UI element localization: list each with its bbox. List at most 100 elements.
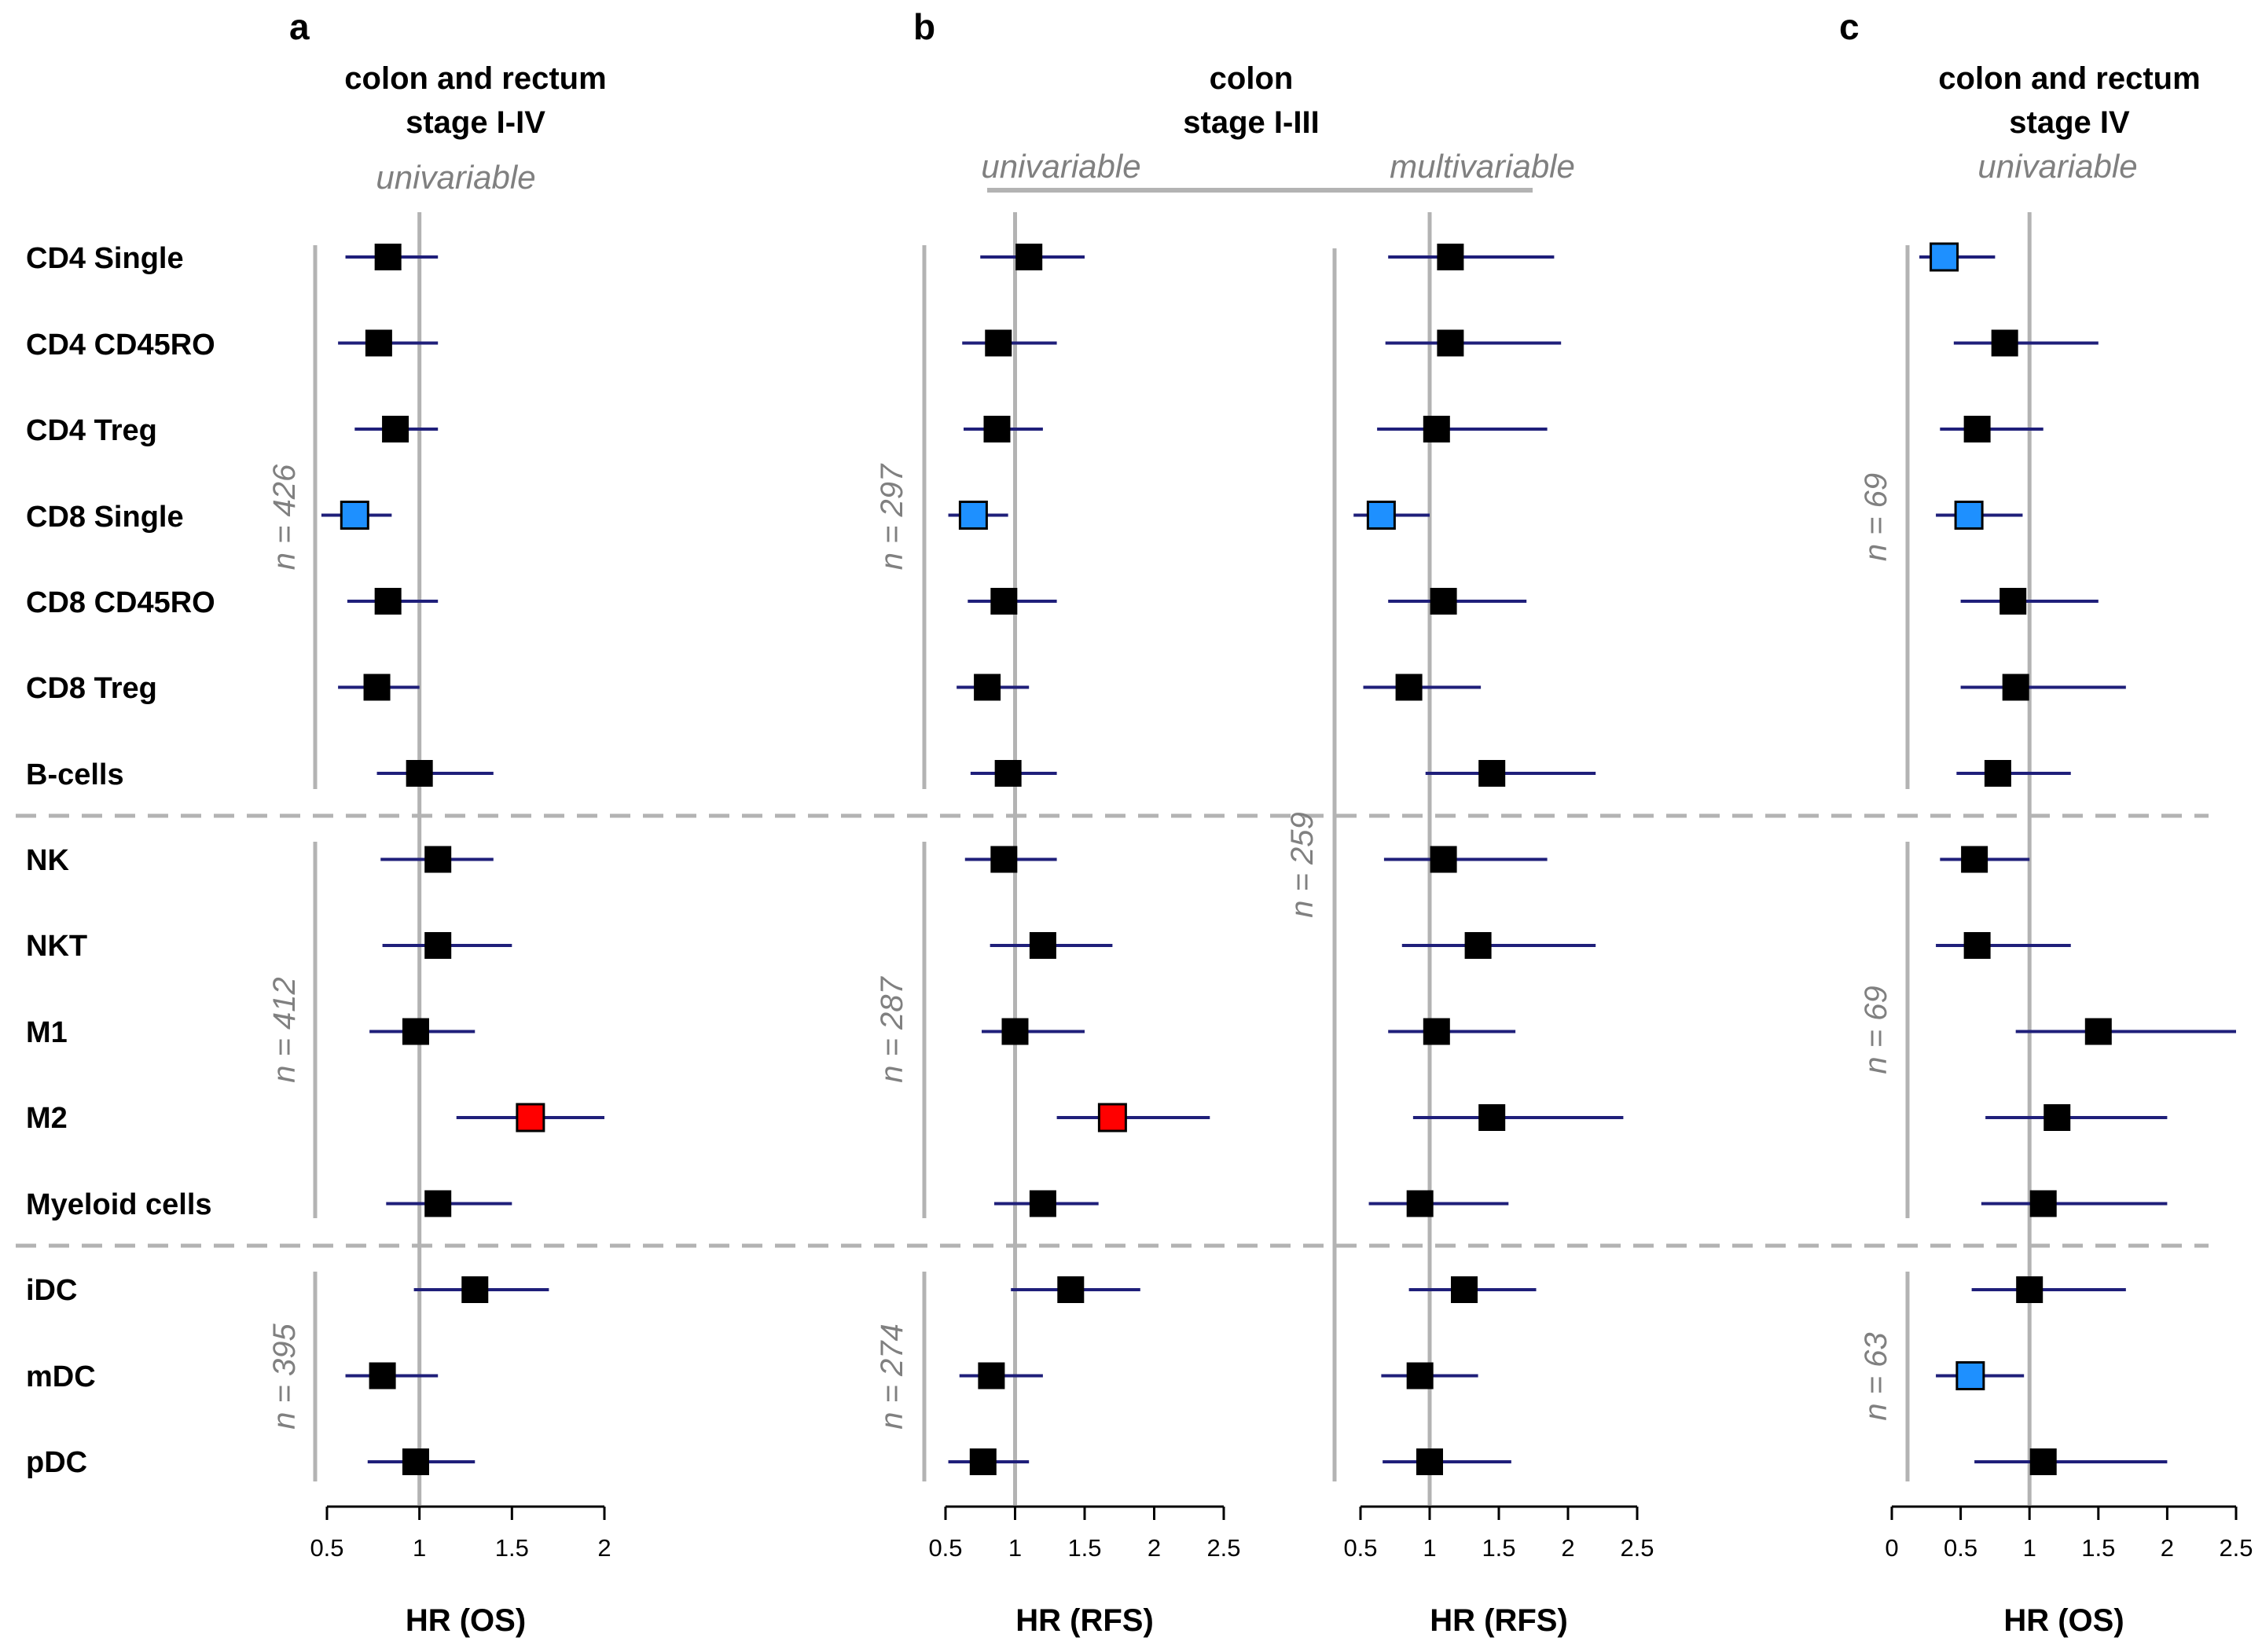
x-axis-label-b_uni: HR (RFS) xyxy=(1015,1603,1154,1638)
row-label-pdc: pDC xyxy=(26,1446,87,1479)
point-b_uni-cd4-single xyxy=(1015,244,1043,270)
point-a_uni-pdc xyxy=(402,1448,429,1475)
point-c_uni-cd4-single xyxy=(1930,242,1959,272)
panel-b-title-line1: colon xyxy=(1210,61,1294,96)
point-a_uni-nkt xyxy=(424,932,452,959)
n-label-a_uni-0: n = 426 xyxy=(267,464,302,570)
point-b_uni-mdc xyxy=(978,1362,1005,1390)
row-labels: CD4 Single CD4 CD45RO CD4 Treg CD8 Singl… xyxy=(26,242,215,1479)
subtitle-a-univariable: univariable xyxy=(376,159,535,196)
point-c_uni-myeloid-cells xyxy=(2029,1190,2057,1217)
row-label-cd4-single: CD4 Single xyxy=(26,242,184,275)
x-axis-label-b_multi: HR (RFS) xyxy=(1430,1603,1568,1638)
chart-c_uni: n = 69 n = 69 n = 63 0 0.5 1 1.5 2 2.5 HR (OS) xyxy=(1859,212,2253,1638)
subtitle-b-univariable: univariable xyxy=(981,148,1140,185)
panel-a-title-line2: stage I-IV xyxy=(406,105,545,140)
chart-a_uni: n = 426 n = 412 n = 395 0.5 1 1.5 2 HR (OS) xyxy=(267,212,611,1638)
point-b_uni-cd8-treg xyxy=(974,674,1001,701)
n-label-b_uni-2: n = 274 xyxy=(875,1323,909,1430)
point-a_uni-b-cells xyxy=(406,760,433,787)
point-b_uni-pdc xyxy=(969,1448,997,1475)
x-tick-label-c_uni-4: 2 xyxy=(2161,1534,2174,1562)
panel-a-letter: a xyxy=(289,6,310,47)
x-tick-label-b_multi-3: 2 xyxy=(1561,1534,1574,1562)
row-label-idc: iDC xyxy=(26,1274,77,1307)
x-tick-label-a_uni-2: 1.5 xyxy=(495,1534,529,1562)
point-b_multi-b-cells xyxy=(1478,760,1506,787)
point-b_uni-b-cells xyxy=(994,760,1022,787)
n-label-b_uni-0: n = 297 xyxy=(875,463,909,570)
point-a_uni-m1 xyxy=(402,1018,429,1045)
point-b_uni-cd4-treg xyxy=(983,416,1011,442)
subtitle-c-univariable: univariable xyxy=(1977,148,2137,185)
point-b_uni-cd4-cd45ro xyxy=(985,329,1012,357)
n-label-c_uni-2: n = 63 xyxy=(1859,1332,1893,1420)
point-c_uni-b-cells xyxy=(1984,760,2011,787)
point-c_uni-m2 xyxy=(2044,1104,2071,1131)
point-a_uni-idc xyxy=(461,1276,489,1303)
point-b_uni-myeloid-cells xyxy=(1029,1190,1056,1217)
panel-c-title-line2: stage IV xyxy=(2009,105,2130,140)
x-tick-label-b_multi-4: 2.5 xyxy=(1620,1534,1654,1562)
point-b_multi-pdc xyxy=(1416,1448,1443,1475)
n-label-c_uni-0: n = 69 xyxy=(1859,473,1893,561)
row-label-cd8-single: CD8 Single xyxy=(26,501,184,534)
panel-c-letter: c xyxy=(1839,6,1860,47)
x-tick-label-c_uni-2: 1 xyxy=(2023,1534,2036,1562)
point-a_uni-mdc xyxy=(369,1362,396,1390)
point-a_uni-cd8-treg xyxy=(363,674,391,701)
n-label-a_uni-2: n = 395 xyxy=(267,1323,302,1429)
point-a_uni-cd4-treg xyxy=(382,416,409,442)
point-b_uni-nk xyxy=(990,846,1018,873)
point-a_uni-cd8-single xyxy=(340,501,369,530)
point-c_uni-nkt xyxy=(1963,932,1991,959)
point-a_uni-cd4-cd45ro xyxy=(365,329,392,357)
row-label-m2: M2 xyxy=(26,1102,68,1135)
x-tick-label-b_uni-3: 2 xyxy=(1148,1534,1161,1562)
point-c_uni-nk xyxy=(1961,846,1988,873)
x-tick-label-c_uni-3: 1.5 xyxy=(2081,1534,2115,1562)
point-c_uni-cd8-cd45ro xyxy=(1999,588,2027,615)
x-axis-label-a_uni: HR (OS) xyxy=(406,1603,526,1638)
n-label-c_uni-1: n = 69 xyxy=(1859,986,1893,1074)
x-tick-label-b_uni-4: 2.5 xyxy=(1206,1534,1240,1562)
point-b_multi-cd4-single xyxy=(1437,244,1464,270)
row-label-cd4-cd45ro: CD4 CD45RO xyxy=(26,329,215,362)
point-c_uni-cd4-cd45ro xyxy=(1991,329,2018,357)
panel-a-title-line1: colon and rectum xyxy=(344,61,606,96)
point-b_multi-myeloid-cells xyxy=(1406,1190,1434,1217)
point-c_uni-idc xyxy=(2016,1276,2044,1303)
point-b_multi-m1 xyxy=(1423,1018,1450,1045)
x-tick-label-c_uni-5: 2.5 xyxy=(2219,1534,2253,1562)
point-b_multi-cd4-treg xyxy=(1423,416,1450,442)
point-a_uni-m2 xyxy=(516,1103,545,1133)
point-b_multi-nkt xyxy=(1464,932,1492,959)
x-tick-label-b_multi-1: 1 xyxy=(1423,1534,1436,1562)
point-b_multi-cd8-single xyxy=(1366,501,1396,530)
point-b_uni-idc xyxy=(1057,1276,1085,1303)
x-tick-label-b_uni-2: 1.5 xyxy=(1067,1534,1101,1562)
point-b_multi-m2 xyxy=(1478,1104,1506,1131)
row-label-cd8-treg: CD8 Treg xyxy=(26,672,157,705)
subtitle-b-multivariable: multivariable xyxy=(1390,148,1575,185)
row-label-cd8-cd45ro: CD8 CD45RO xyxy=(26,586,215,619)
row-label-nkt: NKT xyxy=(26,930,87,963)
n-label-b_uni-1: n = 287 xyxy=(875,975,909,1082)
point-b_uni-cd8-single xyxy=(958,501,988,530)
x-tick-label-c_uni-1: 0.5 xyxy=(1944,1534,1977,1562)
row-label-m1: M1 xyxy=(26,1016,68,1049)
x-axis-label-c_uni: HR (OS) xyxy=(2003,1603,2124,1638)
point-b_multi-mdc xyxy=(1406,1362,1434,1390)
point-b_multi-cd4-cd45ro xyxy=(1437,329,1464,357)
x-tick-label-a_uni-1: 1 xyxy=(413,1534,426,1562)
row-label-b-cells: B-cells xyxy=(26,758,124,791)
chart-b_multi: n = 259 0.5 1 1.5 2 2.5 HR (RFS) xyxy=(1285,212,1654,1638)
point-c_uni-mdc xyxy=(1955,1361,1985,1390)
panel-c-title-line1: colon and rectum xyxy=(1938,61,2200,96)
x-tick-label-b_multi-2: 1.5 xyxy=(1482,1534,1515,1562)
point-c_uni-cd4-treg xyxy=(1963,416,1991,442)
point-b_multi-nk xyxy=(1430,846,1457,873)
point-b_uni-m2 xyxy=(1097,1103,1127,1133)
